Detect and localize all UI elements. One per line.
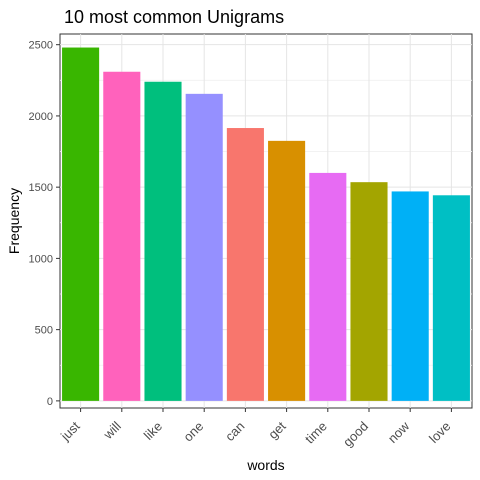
x-tick-label-good: good: [340, 419, 371, 450]
y-tick-label: 0: [47, 396, 53, 408]
y-axis: 0 500 1000 1500 2000 2500: [29, 40, 60, 408]
x-tick-label-can: can: [222, 419, 247, 444]
bar-just: [62, 47, 100, 401]
bars-layer: [62, 47, 470, 401]
y-tick-label: 500: [35, 325, 53, 337]
bar-now: [391, 191, 429, 401]
bar-get: [268, 140, 306, 401]
bar-one: [185, 93, 223, 401]
x-tick-label-one: one: [180, 419, 206, 445]
x-tick-label-now: now: [385, 418, 413, 446]
y-tick-label: 1500: [29, 182, 53, 194]
x-axis: just will like one can get time good now love: [57, 408, 454, 450]
bar-time: [309, 172, 347, 401]
y-axis-title: Frequency: [6, 188, 22, 254]
y-tick-label: 2000: [29, 111, 53, 123]
y-tick-label: 2500: [29, 40, 53, 52]
x-tick-label-time: time: [302, 419, 330, 447]
bar-love: [432, 195, 470, 401]
bar-like: [144, 81, 182, 401]
x-tick-label-like: like: [141, 419, 165, 443]
x-axis-title: words: [246, 457, 284, 473]
chart-title: 10 most common Unigrams: [64, 7, 284, 27]
bar-good: [350, 182, 388, 401]
x-tick-label-love: love: [426, 419, 453, 446]
x-tick-label-get: get: [265, 418, 289, 442]
bar-will: [103, 71, 141, 401]
y-tick-label: 1000: [29, 253, 53, 265]
bar-can: [226, 128, 264, 401]
x-tick-label-just: just: [57, 418, 83, 444]
x-tick-label-will: will: [100, 418, 124, 442]
